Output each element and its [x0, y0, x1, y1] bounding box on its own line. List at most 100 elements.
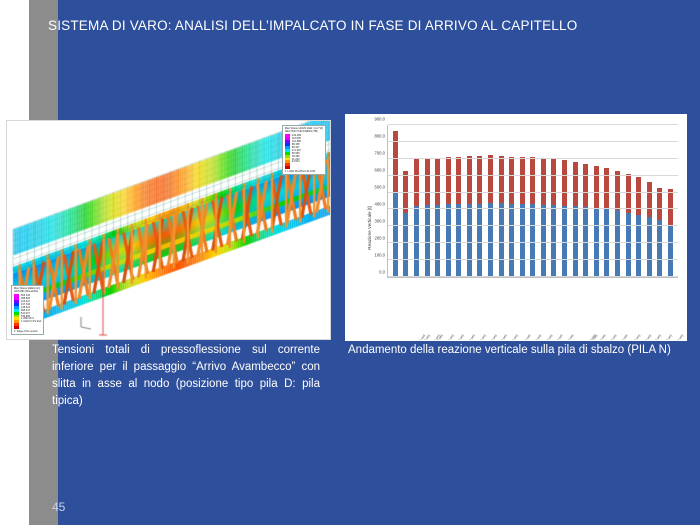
- chart-bar-segment-top: [487, 155, 493, 204]
- legend-bottom-footer: 2. Stage of the section: [14, 330, 38, 333]
- chart-bar: [614, 125, 620, 277]
- chart-bar-segment-bottom: [435, 204, 441, 277]
- chart-bar-segment-bottom: [519, 203, 525, 277]
- chart-y-tick: 700.0: [374, 150, 385, 156]
- legend-top-colorbar: [284, 134, 290, 170]
- chart-bar-segment-bottom: [413, 206, 419, 277]
- chart-bar: [413, 125, 419, 277]
- chart-bar-segment-bottom: [572, 206, 578, 277]
- chart-bars: [388, 125, 678, 277]
- chart-y-tick: 600.0: [374, 167, 385, 173]
- chart-bar-segment-bottom: [530, 204, 536, 277]
- legend-top-footer: 1. LOAD PP+Wind LIN.1033: [284, 170, 316, 174]
- chart-bar-segment-bottom: [614, 209, 620, 277]
- chart-bar: [477, 125, 483, 277]
- chart-bar-segment-top: [477, 155, 483, 204]
- chart-bar: [424, 125, 430, 277]
- chart-bar-segment-bottom: [424, 205, 430, 277]
- chart-bar: [551, 125, 557, 277]
- chart-gridline: 300.0: [375, 219, 678, 227]
- chart-bar-segment-bottom: [551, 205, 557, 277]
- chart-bar-segment-top: [509, 157, 515, 204]
- chart-bar: [509, 125, 515, 277]
- chart-bar: [540, 125, 546, 277]
- chart-y-tick: 500.0: [374, 184, 385, 190]
- chart-y-axis-label: Reazione Verticale [t]: [367, 205, 373, 250]
- chart-bar-segment-bottom: [498, 203, 504, 277]
- chart-bar-segment-bottom: [540, 204, 546, 277]
- chart-y-tick: 900.0: [374, 116, 385, 122]
- chart-gridline: 200.0: [375, 236, 678, 244]
- chart-y-tick: 0.0: [379, 269, 385, 275]
- chart-bar-segment-bottom: [392, 192, 398, 277]
- chart-bar-segment-top: [445, 157, 451, 205]
- chart-plot-area: 0.0 100.0 200.0 300.0 400.0 500.0 600.0 700.0 80…: [375, 117, 678, 278]
- chart-bar: [487, 125, 493, 277]
- chart-bar: [530, 125, 536, 277]
- chart-bar-segment-top: [667, 189, 673, 225]
- chart-bar-segment-bottom: [583, 206, 589, 277]
- chart-bar: [445, 125, 451, 277]
- chart-bar: [466, 125, 472, 277]
- chart-gridline: 600.0: [375, 168, 678, 176]
- chart-bar: [456, 125, 462, 277]
- chart-bar: [636, 125, 642, 277]
- chart-bar: [625, 125, 631, 277]
- chart-bar-segment-bottom: [456, 204, 462, 277]
- chart-bar-segment-top: [456, 157, 462, 205]
- chart-bar: [403, 125, 409, 277]
- stress-legend-bottom: Max Stress [daN/cm2] ANT.MID.[Stress/Pa]…: [11, 284, 45, 335]
- chart-bar-segment-top: [540, 158, 546, 205]
- chart-bar-segment-top: [424, 158, 430, 206]
- chart-bar-segment-top: [604, 168, 610, 209]
- chart-gridline: 800.0: [375, 134, 678, 142]
- chart-bar: [667, 125, 673, 277]
- chart-bar-segment-top: [413, 158, 419, 207]
- chart-bar: [604, 125, 610, 277]
- chart-bar: [593, 125, 599, 277]
- chart-bar-segment-top: [530, 157, 536, 205]
- chart-gridline: 500.0: [375, 185, 678, 193]
- fe-stress-contour-image: Max Stress HCHN [daN / (cm^2)] SECTION T…: [6, 120, 331, 340]
- chart-bar: [572, 125, 578, 277]
- chart-bar: [435, 125, 441, 277]
- chart-bar-segment-top: [614, 170, 620, 210]
- chart-bar-segment-top: [562, 160, 568, 206]
- chart-y-tick: 200.0: [374, 235, 385, 241]
- chart-bar-segment-top: [498, 156, 504, 204]
- chart-bar: [562, 125, 568, 277]
- chart-bar-segment-bottom: [445, 204, 451, 277]
- chart-bar-segment-top: [583, 163, 589, 207]
- chart-y-tick: 100.0: [374, 252, 385, 258]
- legend-bottom-subtitle: ANT.MID.[Stress/Pa]: [14, 290, 38, 294]
- chart-bar-segment-bottom: [667, 224, 673, 277]
- chart-bar-segment-bottom: [646, 217, 652, 277]
- chart-bar-segment-top: [593, 165, 599, 208]
- chart-bar-segment-bottom: [625, 213, 631, 277]
- page-number: 45: [52, 500, 66, 514]
- chart-x-axis-labels: Arrivo Avambecco [0 cm]Contatto Avambecc…: [387, 278, 686, 340]
- right-figure-caption: Andamento della reazione verticale sulla…: [348, 344, 671, 356]
- legend-bottom-colorbar: [14, 294, 19, 329]
- chart-bar-segment-bottom: [487, 203, 493, 277]
- chart-bar-segment-top: [657, 187, 663, 220]
- slide-title: SISTEMA DI VARO: ANALISI DELL’IMPALCATO …: [48, 18, 578, 33]
- chart-bar-segment-top: [551, 159, 557, 206]
- chart-bar-segment-bottom: [562, 205, 568, 277]
- chart-bar-segment-bottom: [509, 203, 515, 277]
- fe-canvas: [7, 121, 330, 339]
- chart-bar: [519, 125, 525, 277]
- chart-gridline: 100.0: [375, 253, 678, 261]
- chart-y-tick: 300.0: [374, 218, 385, 224]
- legend-bottom-values: 503.343 488.828 126.327 107.344 148.512 808.4…: [21, 294, 42, 324]
- chart-bar-segment-bottom: [477, 203, 483, 277]
- chart-bar-segment-bottom: [657, 219, 663, 277]
- chart-bar-segment-top: [646, 182, 652, 218]
- chart-bar-segment-top: [519, 156, 525, 204]
- chart-bar-segment-top: [625, 174, 631, 214]
- chart-bar: [646, 125, 652, 277]
- chart-gridline: 700.0: [375, 151, 678, 159]
- chart-bar: [498, 125, 504, 277]
- chart: Reazione Verticale [t] 0.0 100.0 200.0 300.…: [346, 115, 686, 341]
- chart-bar: [657, 125, 663, 277]
